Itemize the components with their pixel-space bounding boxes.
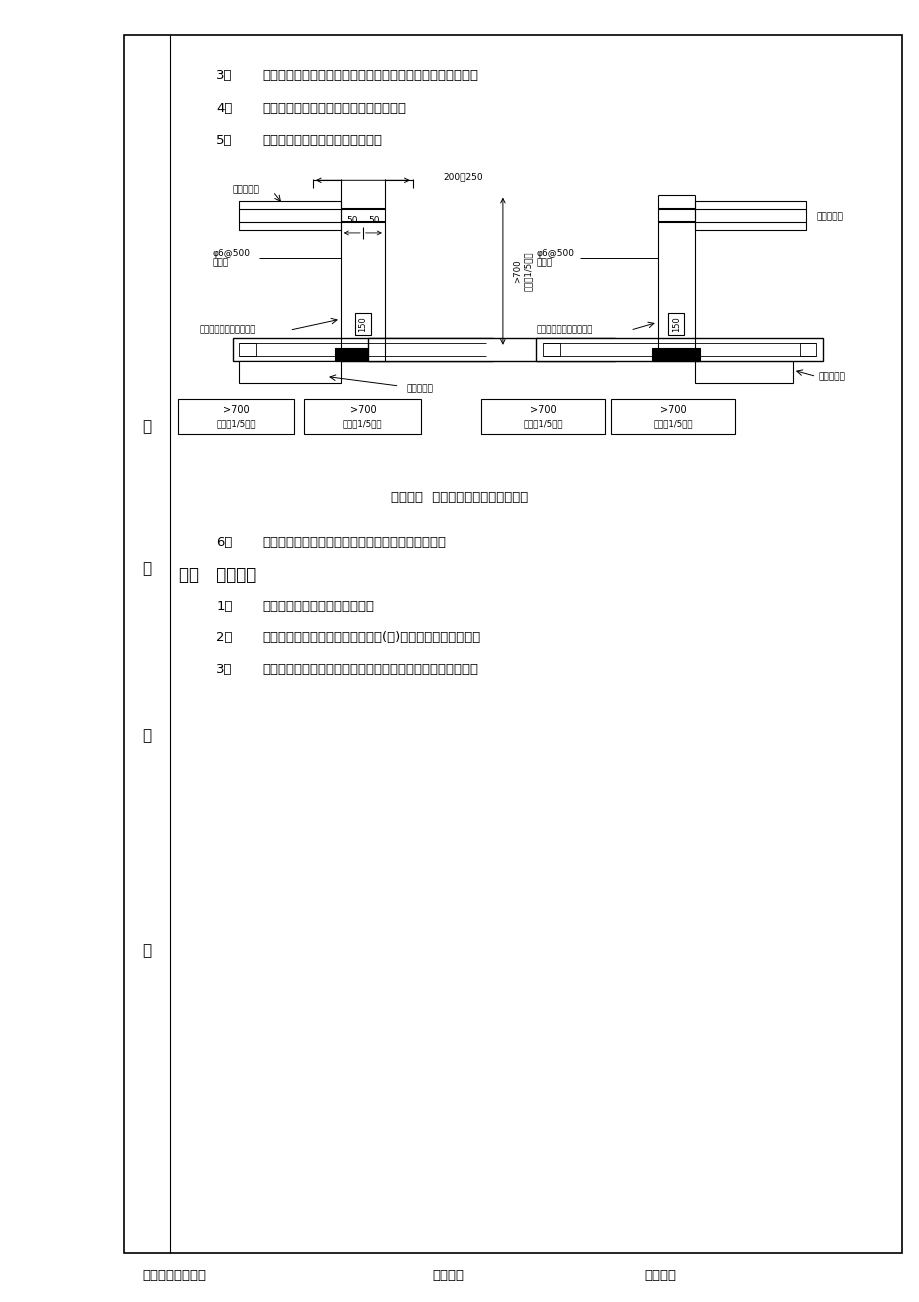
Text: 3、: 3、 [216,69,233,82]
Bar [304,398,421,434]
Bar [233,339,493,361]
Text: 后砌的墙体: 后砌的墙体 [405,384,433,393]
Text: 拉高度: 拉高度 [212,259,229,268]
Text: 50: 50 [346,216,357,225]
Text: 1、: 1、 [216,600,233,613]
Bar [694,201,805,229]
Bar [799,342,815,355]
Text: 6、: 6、 [216,536,233,549]
Text: 九、   环保措施: 九、 环保措施 [179,566,256,585]
Text: 后砌的墙体: 后砌的墙体 [233,185,259,194]
Text: 内: 内 [142,728,152,743]
Bar [667,312,684,335]
Text: 交底人：: 交底人： [432,1269,464,1282]
Text: >700: >700 [659,405,686,415]
Text: 3、: 3、 [216,663,233,676]
Bar [355,312,370,335]
Text: >700: >700 [529,405,556,415]
Text: 混凝土墙、框架柱构造柱: 混凝土墙、框架柱构造柱 [199,326,255,335]
Text: 150: 150 [357,316,367,332]
Bar [239,361,340,383]
Bar [694,361,792,383]
Text: 2、: 2、 [216,631,233,644]
Text: φ6@500: φ6@500 [212,249,251,258]
Text: 混凝土墙、框架柱构造柱: 混凝土墙、框架柱构造柱 [536,326,592,335]
Bar [542,342,559,355]
Bar [177,398,294,434]
Bar [481,398,604,434]
Text: 4、: 4、 [216,102,233,115]
Text: 且大于1/5墙长: 且大于1/5墙长 [652,419,692,428]
Bar [469,342,485,355]
Text: 承受人：: 承受人： [643,1269,675,1282]
Text: 现场的砂石料要用帆布覆盖水泥库应维护严有防潮防水措施。: 现场的砂石料要用帆布覆盖水泥库应维护严有防潮防水措施。 [262,663,478,676]
Bar [124,35,901,1253]
Text: 从砖坠上取牀块时先取高处后取低处防止坠倒砸人。: 从砖坠上取牀块时先取高处后取低处防止坠倒砸人。 [262,536,446,549]
Text: 拉高度: 拉高度 [536,259,551,268]
Text: 交: 交 [142,419,152,435]
Text: 牀筑砂浆不得遗撒污染作业面。: 牀筑砂浆不得遗撒污染作业面。 [262,600,374,613]
Text: 150: 150 [671,316,680,332]
Bar [652,348,699,361]
Text: 底: 底 [142,561,152,577]
Text: 施工垃圾应每天清理至牀筑垃圾房(池)或堆放在指定的地点。: 施工垃圾应每天清理至牀筑垃圾房(池)或堆放在指定的地点。 [262,631,480,644]
Text: 200～250: 200～250 [442,173,482,181]
Bar [536,339,823,361]
Bar [239,342,255,355]
Text: 砌筑时后加: 砌筑时后加 [818,372,845,381]
Text: 且大于1/5墙长: 且大于1/5墙长 [216,419,255,428]
Text: 且大于1/5墙长: 且大于1/5墙长 [523,419,562,428]
Bar [610,398,734,434]
Text: 图２－１  牀块牀筑拉结筋节点示意图: 图２－１ 牀块牀筑拉结筋节点示意图 [391,491,528,504]
Text: 后砌的墙体: 后砌的墙体 [815,212,843,221]
Bar [368,339,615,361]
Bar [335,348,390,361]
Text: >700
且大于1/5墙长: >700 且大于1/5墙长 [513,251,532,290]
Text: 5、: 5、 [216,134,233,147]
Text: φ6@500: φ6@500 [536,249,573,258]
Text: 专业技术负责人：: 专业技术负责人： [142,1269,207,1282]
Text: >700: >700 [222,405,249,415]
Text: 且大于1/5墙长: 且大于1/5墙长 [343,419,382,428]
Text: 50: 50 [368,216,380,225]
Text: >700: >700 [349,405,376,415]
Text: 停放搅拌机械的根底要坚实平整防止地面下沉造成机械倾倒。: 停放搅拌机械的根底要坚实平整防止地面下沉造成机械倾倒。 [262,69,478,82]
Text: 进入施工现场要正确穿戴平安防护用品。: 进入施工现场要正确穿戴平安防护用品。 [262,102,406,115]
Bar [239,201,340,229]
Text: 施工现场严禁吸烟不得酒后作业。: 施工现场严禁吸烟不得酒后作业。 [262,134,381,147]
Text: 容: 容 [142,943,152,958]
